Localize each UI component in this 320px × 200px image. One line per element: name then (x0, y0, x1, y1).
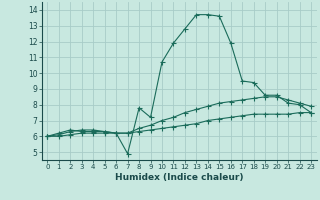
X-axis label: Humidex (Indice chaleur): Humidex (Indice chaleur) (115, 173, 244, 182)
